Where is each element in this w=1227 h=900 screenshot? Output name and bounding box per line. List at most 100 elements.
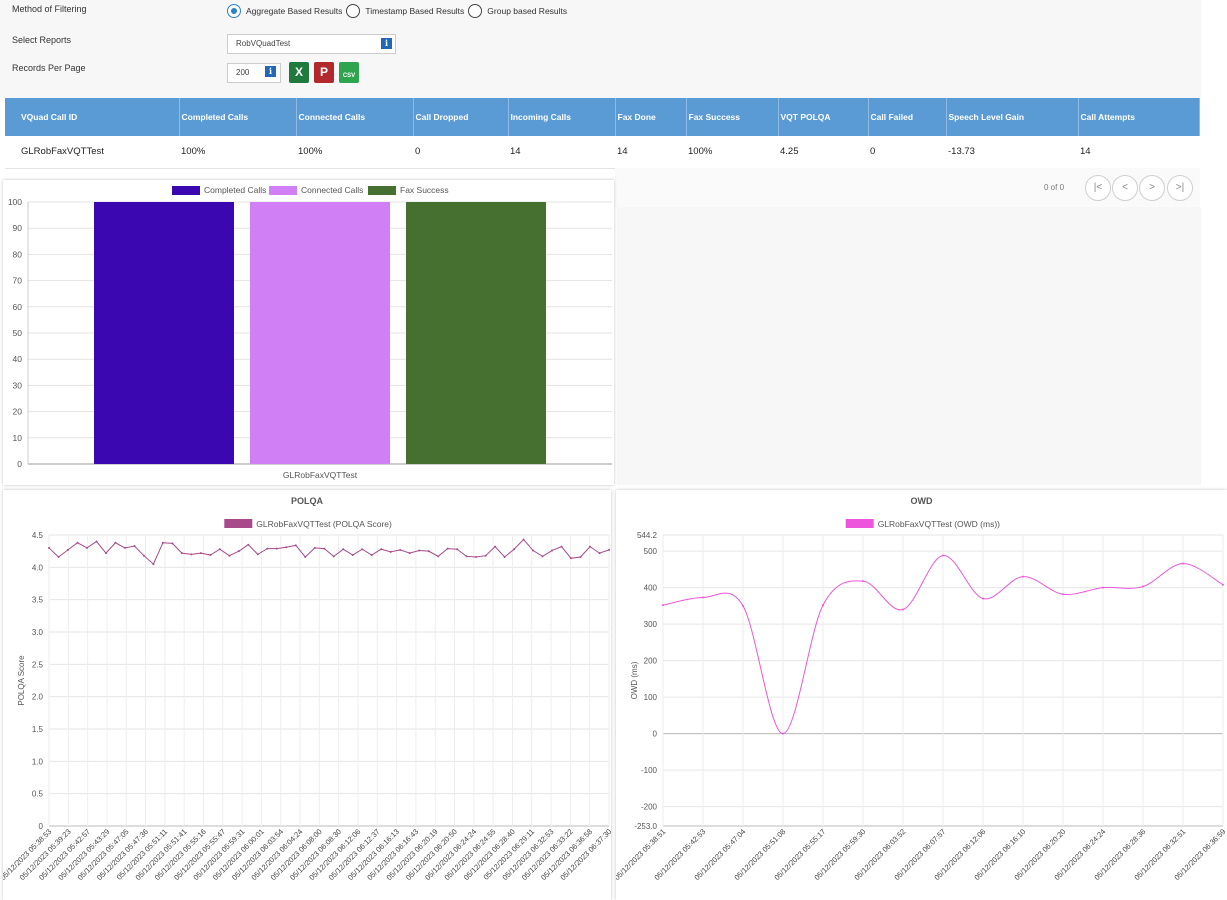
csv-icon[interactable]: CSV — [339, 62, 359, 83]
data-point — [323, 547, 326, 550]
excel-icon[interactable]: X — [289, 62, 309, 83]
column-header[interactable]: Call Failed — [868, 98, 947, 136]
data-point — [142, 554, 145, 557]
data-point — [256, 553, 259, 556]
column-header[interactable]: VQuad Call ID — [5, 98, 180, 136]
legend-label: Fax Success — [400, 185, 449, 195]
data-point — [1222, 583, 1224, 586]
radio-group-circle[interactable] — [468, 4, 483, 18]
data-point — [942, 554, 944, 557]
pdf-icon[interactable]: P — [314, 62, 334, 83]
column-header[interactable]: Connected Calls — [296, 98, 414, 136]
data-point — [332, 555, 335, 558]
table-cell: 14 — [1078, 136, 1199, 169]
report-select[interactable]: RobVQuadTest — [227, 34, 396, 54]
y-tick-label: -253.0 — [634, 822, 657, 831]
data-point — [427, 550, 430, 553]
y-tick-label: -200 — [641, 803, 658, 812]
y-tick-label: 3.5 — [32, 596, 44, 605]
table-row[interactable]: GLRobFaxVQTTest 100% 100% 0 14 14 100% 4… — [5, 136, 1199, 169]
radio-group[interactable]: Group based Results — [468, 4, 567, 18]
radio-timestamp-circle[interactable] — [346, 4, 361, 18]
records-dropdown-icon[interactable]: i — [265, 66, 276, 77]
radio-aggregate-label: Aggregate Based Results — [246, 6, 343, 16]
data-point — [503, 555, 506, 558]
data-point — [532, 549, 535, 552]
data-point — [408, 552, 411, 555]
column-header[interactable]: Call Dropped — [413, 98, 509, 136]
column-header[interactable]: Incoming Calls — [508, 98, 616, 136]
y-tick-label: 0 — [17, 459, 22, 469]
data-point — [66, 548, 69, 551]
pager: 0 of 0 |< < > >| — [615, 168, 1200, 207]
data-point — [522, 538, 525, 541]
column-header[interactable]: Speech Level Gain — [946, 98, 1079, 136]
bar — [406, 202, 546, 464]
column-header[interactable]: VQT POLQA — [778, 98, 869, 136]
data-point — [48, 546, 50, 549]
chart-title: OWD — [911, 496, 933, 506]
y-tick-label: 100 — [8, 197, 22, 207]
y-tick-label: 90 — [13, 223, 23, 233]
y-tick-label: 30 — [13, 380, 23, 390]
table-cell: 100% — [296, 136, 413, 169]
table-cell: -13.73 — [946, 136, 1078, 169]
y-tick-label: 4.0 — [32, 563, 44, 572]
table-cell: GLRobFaxVQTTest — [5, 136, 179, 169]
data-point — [76, 541, 79, 544]
next-page-button[interactable]: > — [1139, 175, 1165, 201]
data-point — [104, 552, 107, 555]
table-cell: 4.25 — [778, 136, 868, 169]
column-header[interactable]: Fax Done — [615, 98, 687, 136]
owd-chart-panel: OWD GLRobFaxVQTTest (OWD (ms)) -253.0 -200 -… — [616, 490, 1227, 900]
data-point — [304, 555, 307, 558]
radio-timestamp[interactable]: Timestamp Based Results — [346, 4, 464, 18]
legend-label: GLRobFaxVQTTest (POLQA Score) — [256, 519, 392, 529]
data-point — [199, 552, 202, 555]
y-tick-label: 1.0 — [32, 757, 44, 766]
bar-chart-panel: 0 10 20 30 40 50 60 70 80 90 100 GLRobFaxVQTTest Com… — [3, 180, 614, 485]
data-point — [180, 552, 183, 555]
table-header-row: VQuad Call ID Completed Calls Connected … — [5, 98, 1200, 136]
pager-count: 0 of 0 — [1044, 183, 1065, 192]
radio-aggregate[interactable]: Aggregate Based Results — [227, 4, 342, 18]
y-tick-label: 500 — [644, 547, 658, 556]
y-tick-label: 10 — [13, 433, 23, 443]
table-cell: 100% — [686, 136, 778, 169]
column-header[interactable]: Fax Success — [686, 98, 779, 136]
series-line — [662, 555, 1224, 735]
data-point — [228, 554, 231, 557]
data-point — [389, 550, 392, 553]
data-point — [171, 542, 174, 545]
radio-aggregate-circle[interactable] — [227, 4, 241, 18]
data-point — [579, 555, 582, 558]
y-tick-label: 0 — [653, 730, 658, 739]
series-line — [48, 538, 610, 565]
legend-swatch — [845, 519, 874, 528]
column-header[interactable]: Call Attempts — [1078, 98, 1200, 136]
report-dropdown-icon[interactable]: i — [381, 38, 392, 49]
data-point — [218, 548, 221, 551]
radio-group-label: Group based Results — [487, 6, 568, 16]
table-cell: 14 — [508, 136, 615, 169]
column-header[interactable]: Completed Calls — [179, 98, 297, 136]
legend-label: Connected Calls — [301, 185, 363, 195]
select-reports-label: Select Reports — [12, 35, 72, 45]
data-point — [560, 545, 563, 548]
y-tick-label: 100 — [644, 693, 658, 702]
y-tick-label: 300 — [644, 620, 658, 629]
filter-panel: Method of Filtering Aggregate Based Resu… — [0, 0, 1201, 98]
prev-page-button[interactable]: < — [1112, 175, 1138, 201]
legend-swatch — [172, 186, 200, 195]
first-page-button[interactable]: |< — [1085, 175, 1111, 201]
last-page-button[interactable]: >| — [1167, 175, 1193, 201]
legend-swatch — [224, 519, 253, 528]
data-point — [123, 546, 126, 549]
data-point — [513, 548, 516, 551]
bar — [250, 202, 390, 464]
data-point — [342, 548, 345, 551]
y-tick-label: 1.5 — [32, 725, 44, 734]
y-tick-label: 2.0 — [32, 693, 44, 702]
y-tick-label: 60 — [13, 302, 23, 312]
y-tick-label: 40 — [13, 354, 23, 364]
